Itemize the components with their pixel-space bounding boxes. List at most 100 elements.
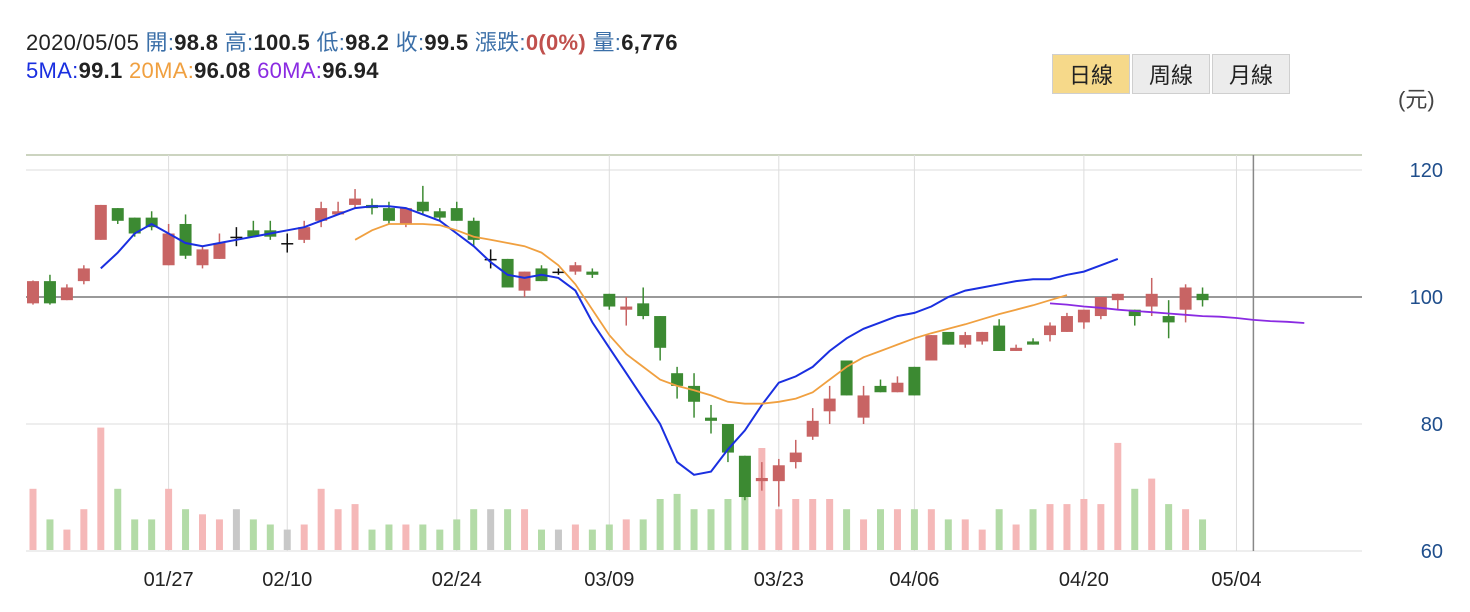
tab-weekly[interactable]: 周線 [1132,54,1210,94]
candle-body [416,201,429,212]
open-label: 開 [145,30,168,55]
volume-bar [334,509,342,550]
ma20-value: 96.08 [194,58,251,83]
volume-bar [1097,504,1105,550]
volume-bar [283,529,291,550]
ma60-value: 96.94 [322,58,379,83]
volume-bar [487,509,495,550]
candle-body [755,477,768,482]
volume-bar [1080,499,1088,550]
volume-label: 量 [592,30,615,55]
close-label: 收 [395,30,418,55]
candle-body [654,316,667,348]
candle-body [738,455,751,498]
candle-body [382,208,395,221]
candle-body [1128,309,1141,317]
candle-body [196,249,209,266]
candle-body [552,271,565,274]
volume-bar [538,529,545,550]
ma5-value: 99.1 [78,58,123,83]
y-tick-label: 120 [1410,160,1443,182]
volume-bar [1182,509,1190,550]
candle-body [891,382,904,393]
candle-body [399,208,412,224]
candle-body [586,271,599,275]
candle-body [349,198,362,205]
candle-body [247,230,260,237]
candle-body [332,211,345,215]
candle-body [162,233,175,266]
volume-bar [402,524,410,550]
sep: : [167,30,175,55]
volume-bar [860,519,868,550]
volume-bar [707,509,715,550]
volume-bar [182,509,190,550]
volume-bar [741,473,749,550]
x-tick-label: 02/24 [432,569,482,591]
volume-bar [317,488,325,550]
volume-bar [1165,504,1173,550]
candle-body [450,208,463,221]
candle-body [518,271,531,291]
candle-body [179,223,192,256]
candle-body [298,227,311,240]
volume-bar [673,493,681,550]
volume-bar [165,488,173,550]
volume-bar [1114,442,1122,550]
volume-bar [351,504,359,550]
tab-daily[interactable]: 日線 [1052,54,1130,94]
candle-body [1145,293,1158,307]
volume-bar [605,524,613,550]
volume-bar [843,509,851,550]
volume-bar [1046,504,1054,550]
candle-body [43,281,56,304]
volume-bar [131,519,139,550]
volume-bar [758,448,766,550]
unit-label: (元) [1398,87,1435,112]
y-tick-label: 80 [1421,414,1443,436]
volume-bar [63,529,71,550]
candle-body [976,331,989,342]
volume-bar [877,509,884,550]
volume-bar [1131,488,1139,550]
volume-bar [622,519,630,550]
volume-bar [1029,509,1037,550]
x-tick-label: 03/09 [584,569,634,591]
x-tick-label: 01/27 [144,569,194,591]
ma60-label: 60MA [257,58,316,83]
volume-bar [927,509,935,550]
sep: : [247,30,254,55]
volume-bar [978,529,986,550]
candle-body [1010,347,1023,351]
candle-body [620,306,633,310]
high-label: 高 [224,30,248,55]
candle-body [705,417,717,421]
candle-body [27,281,39,304]
close-value: 99.5 [424,30,469,55]
candle-body [688,385,701,402]
volume-bar [232,509,240,550]
volume-bar [554,529,562,550]
volume-bar [775,509,783,550]
volume-bar [385,524,393,550]
volume-bar [114,488,122,550]
volume-bar [1012,524,1020,550]
candle-body [433,211,446,218]
volume-bar [29,488,37,550]
candle-body [1162,316,1175,323]
x-tick-label: 02/10 [262,569,312,591]
tab-monthly[interactable]: 月線 [1212,54,1290,94]
volume-bar [215,519,223,550]
low-label: 低 [316,30,339,55]
volume-bar [521,509,529,550]
sep: : [187,58,195,83]
candle-body [637,303,650,317]
x-tick-label: 04/06 [889,569,939,591]
volume-bar [910,509,918,550]
candle-body [874,385,887,393]
volume-bar [470,509,478,550]
candle-body [1094,297,1107,317]
volume-bar [792,499,800,550]
volume-bar [1199,519,1207,550]
